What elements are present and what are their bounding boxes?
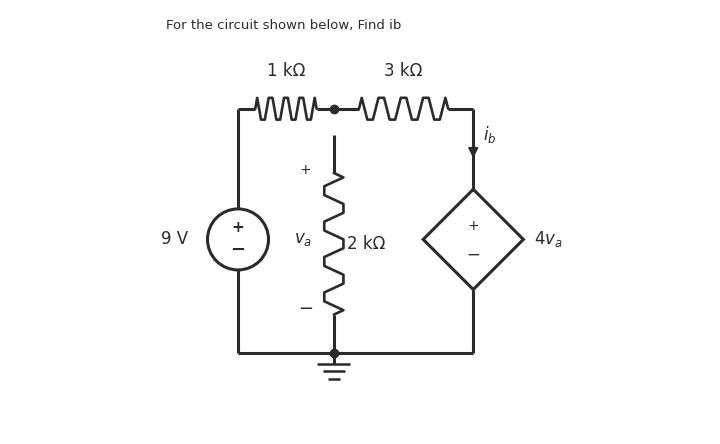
Text: +: +: [300, 163, 311, 177]
Text: −: −: [298, 300, 313, 318]
Text: $i_b$: $i_b$: [483, 124, 496, 145]
Text: −: −: [467, 246, 480, 264]
Text: 3 kΩ: 3 kΩ: [384, 63, 423, 80]
Text: +: +: [467, 219, 479, 234]
Text: 2 kΩ: 2 kΩ: [347, 235, 385, 253]
Text: +: +: [232, 220, 244, 235]
Text: −: −: [230, 242, 246, 259]
Text: $v_a$: $v_a$: [294, 230, 312, 249]
Text: $4v_a$: $4v_a$: [534, 230, 563, 250]
Text: For the circuit shown below, Find ib: For the circuit shown below, Find ib: [166, 20, 402, 32]
Text: 9 V: 9 V: [161, 230, 188, 249]
Text: 1 kΩ: 1 kΩ: [266, 63, 305, 80]
